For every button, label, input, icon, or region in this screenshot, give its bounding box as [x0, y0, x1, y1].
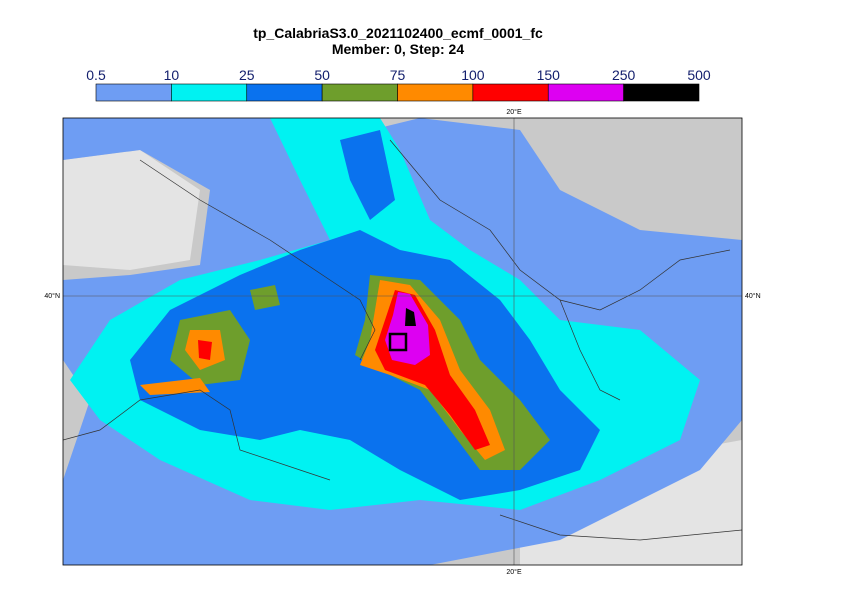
precip-area [385, 292, 430, 365]
precip-area [140, 378, 210, 395]
lon-label: 20°E [506, 568, 522, 576]
sea [63, 150, 200, 270]
map [63, 118, 742, 565]
colorbar-segment [547, 83, 624, 102]
precip-area [250, 285, 280, 310]
colorbar-segment [246, 83, 323, 102]
lat-label: 40°N [44, 292, 60, 300]
colorbar-label: 500 [687, 67, 711, 83]
colorbar-label: 25 [239, 67, 255, 83]
colorbar: 0.5 10 25 50 75 100 150 250 500 [86, 67, 711, 102]
colorbar-segment [397, 83, 474, 102]
precip-area [340, 130, 395, 220]
colorbar-segment [623, 83, 700, 102]
colorbar-label: 75 [390, 67, 406, 83]
coastline [63, 389, 331, 481]
colorbar-segment [95, 83, 172, 102]
map-title: tp_CalabriaS3.0_2021102400_ecmf_0001_fc [253, 25, 543, 41]
coastline [499, 514, 742, 541]
colorbar-label: 10 [164, 67, 180, 83]
colorbar-segment [171, 83, 248, 102]
colorbar-label: 50 [314, 67, 330, 83]
lon-label: 20°E [506, 108, 522, 116]
map-subtitle: Member: 0, Step: 24 [332, 41, 464, 57]
map-frame [62, 117, 743, 566]
colorbar-label: 250 [612, 67, 636, 83]
colorbar-segment [321, 83, 398, 102]
colorbar-segment [472, 83, 549, 102]
precip-area [198, 340, 212, 360]
coastline [139, 159, 376, 361]
lat-label: 40°N [745, 292, 761, 300]
colorbar-label: 100 [461, 67, 485, 83]
coastline [559, 299, 621, 401]
precip-area [405, 308, 416, 326]
colorbar-label: 0.5 [86, 67, 106, 83]
colorbar-label: 150 [537, 67, 561, 83]
target-box [388, 332, 408, 352]
